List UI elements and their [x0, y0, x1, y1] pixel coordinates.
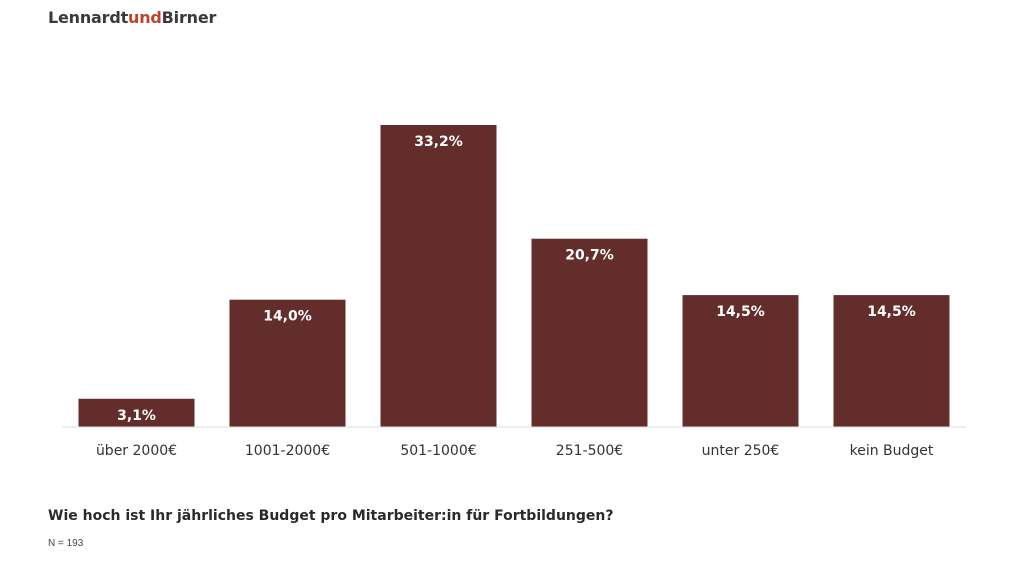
- bars-group: 3,1% 14,0% 33,2% 20,7% 14,5% 14,5%: [78, 125, 950, 427]
- category-label-1: 1001-2000€: [245, 443, 330, 459]
- category-label-5: kein Budget: [850, 443, 934, 459]
- data-label-0: 3,1%: [117, 408, 156, 424]
- data-label-5: 14,5%: [867, 304, 916, 320]
- category-label-0: über 2000€: [96, 443, 177, 459]
- bar-5: [833, 295, 950, 427]
- data-label-3: 20,7%: [565, 248, 614, 264]
- bar-1: [229, 299, 346, 427]
- x-axis-labels: über 2000€ 1001-2000€ 501-1000€ 251-500€ unt…: [96, 443, 934, 459]
- bar-4: [682, 295, 799, 427]
- data-label-1: 14,0%: [263, 309, 312, 325]
- brand-name-part3: Birner: [161, 8, 217, 27]
- brand-name-part1: Lennardt: [48, 8, 129, 27]
- bar-2: [380, 125, 497, 427]
- bar-3: [531, 238, 648, 427]
- data-label-4: 14,5%: [716, 304, 765, 320]
- survey-question: Wie hoch ist Ihr jährliches Budget pro M…: [48, 508, 614, 524]
- data-label-2: 33,2%: [414, 134, 463, 150]
- category-label-3: 251-500€: [556, 443, 623, 459]
- brand-name-part2: und: [128, 8, 162, 27]
- category-label-2: 501-1000€: [400, 443, 476, 459]
- bar-0: [78, 398, 195, 427]
- brand-logo: LennardtundBirner: [48, 8, 216, 27]
- category-label-4: unter 250€: [702, 443, 780, 459]
- sample-size: N = 193: [48, 538, 84, 549]
- bar-chart: 3,1% 14,0% 33,2% 20,7% 14,5% 14,5% über 2000€…: [62, 125, 966, 459]
